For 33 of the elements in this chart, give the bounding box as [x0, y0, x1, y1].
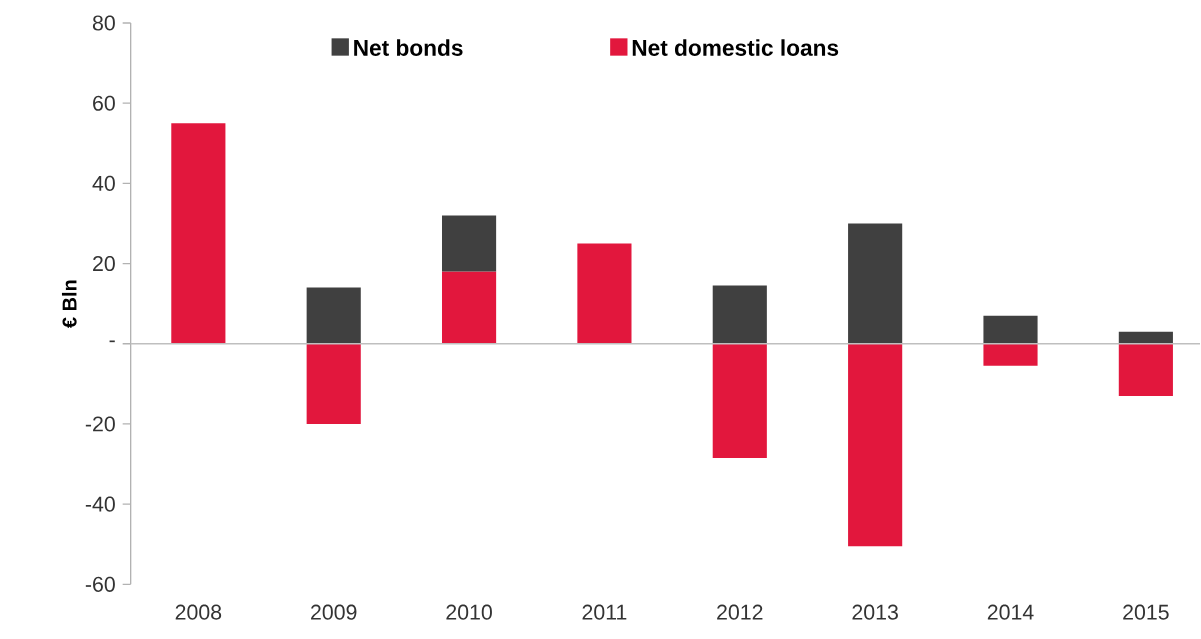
x-tick-label: 2008: [175, 604, 222, 620]
x-tick-label: 2013: [852, 604, 898, 620]
bar: [983, 315, 1038, 344]
x-tick-label: 2009: [311, 604, 357, 620]
legend-label: Net domestic loans: [632, 39, 839, 56]
bar: [983, 343, 1038, 366]
bar: [171, 123, 226, 344]
bar: [712, 343, 767, 459]
bar: [848, 223, 903, 344]
y-tick-label: -40: [85, 496, 115, 512]
x-tick-label: 2010: [446, 604, 492, 620]
x-tick-label: 2012: [717, 604, 763, 620]
legend-label: Net bonds: [354, 39, 463, 56]
bar: [712, 285, 767, 344]
bar: [1118, 343, 1173, 396]
y-axis-title: € Bln: [61, 280, 77, 328]
bar: [442, 215, 497, 272]
y-tick-label: -60: [85, 576, 115, 592]
bar: [848, 343, 903, 547]
x-tick-label: 2015: [1123, 604, 1169, 620]
y-tick-label: -: [109, 340, 115, 343]
y-tick-label: 60: [93, 95, 115, 111]
x-tick-label: 2011: [582, 604, 627, 620]
y-tick-label: -20: [85, 416, 115, 432]
bar: [306, 343, 361, 424]
bar: [1118, 331, 1173, 344]
y-tick-label: 80: [92, 15, 115, 31]
y-tick-label: 40: [92, 175, 115, 191]
x-tick-label: 2014: [987, 604, 1034, 620]
bar: [577, 243, 632, 344]
y-tick-label: 20: [93, 256, 115, 272]
bar: [442, 271, 497, 344]
bar: [306, 287, 361, 344]
